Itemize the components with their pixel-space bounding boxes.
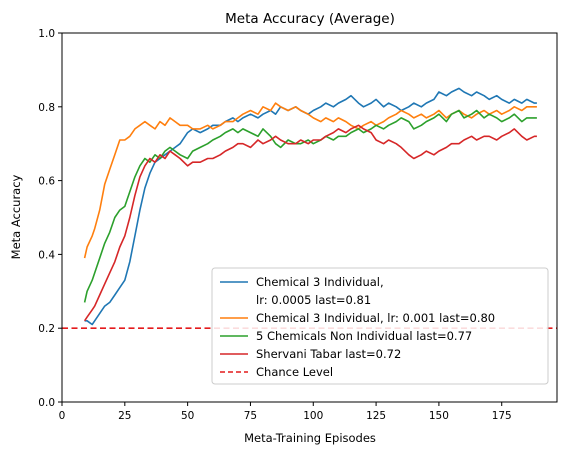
y-tick-label: 0.4 [38,249,55,261]
series-line-1 [83,102,537,259]
x-tick-label: 100 [303,410,323,422]
legend-label: Chemical 3 Individual, lr: 0.001 last=0.… [256,311,495,325]
legend-label: Chemical 3 Individual, [256,275,384,289]
series-line-2 [83,109,537,303]
x-tick-label: 25 [118,410,131,422]
legend-label: Shervani Tabar last=0.72 [256,347,401,361]
x-axis-label: Meta-Training Episodes [244,431,376,445]
y-tick-label: 1.0 [38,28,55,40]
chart-title: Meta Accuracy (Average) [225,11,395,27]
x-tick-label: 0 [59,410,66,422]
axes-frame [61,32,558,403]
legend: Chemical 3 Individual, lr: 0.0005 last=0.… [211,267,549,385]
x-tick-label: 150 [429,410,449,422]
x-tick-label: 175 [492,410,512,422]
axis-ticks: 0 25 50 75 100 125 150 175 0.0 0.2 0.4 0.6 0.8 1.0 [38,28,511,422]
legend-label: Chance Level [256,365,333,379]
x-tick-label: 75 [244,410,257,422]
x-tick-label: 125 [366,410,386,422]
legend-box [211,267,549,385]
series-line-3 [83,124,537,322]
y-axis-label: Meta Accuracy [9,174,23,259]
y-tick-label: 0.2 [38,323,55,335]
y-tick-label: 0.8 [38,102,55,114]
y-tick-label: 0.6 [38,176,55,188]
legend-label: lr: 0.0005 last=0.81 [256,293,371,307]
x-tick-label: 50 [181,410,194,422]
legend-label: 5 Chemicals Non Individual last=0.77 [256,329,472,343]
y-tick-label: 0.0 [38,397,55,409]
